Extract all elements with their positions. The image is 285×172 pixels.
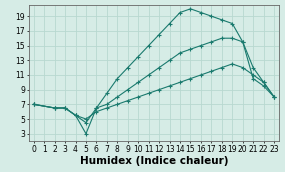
X-axis label: Humidex (Indice chaleur): Humidex (Indice chaleur) [80,156,228,166]
